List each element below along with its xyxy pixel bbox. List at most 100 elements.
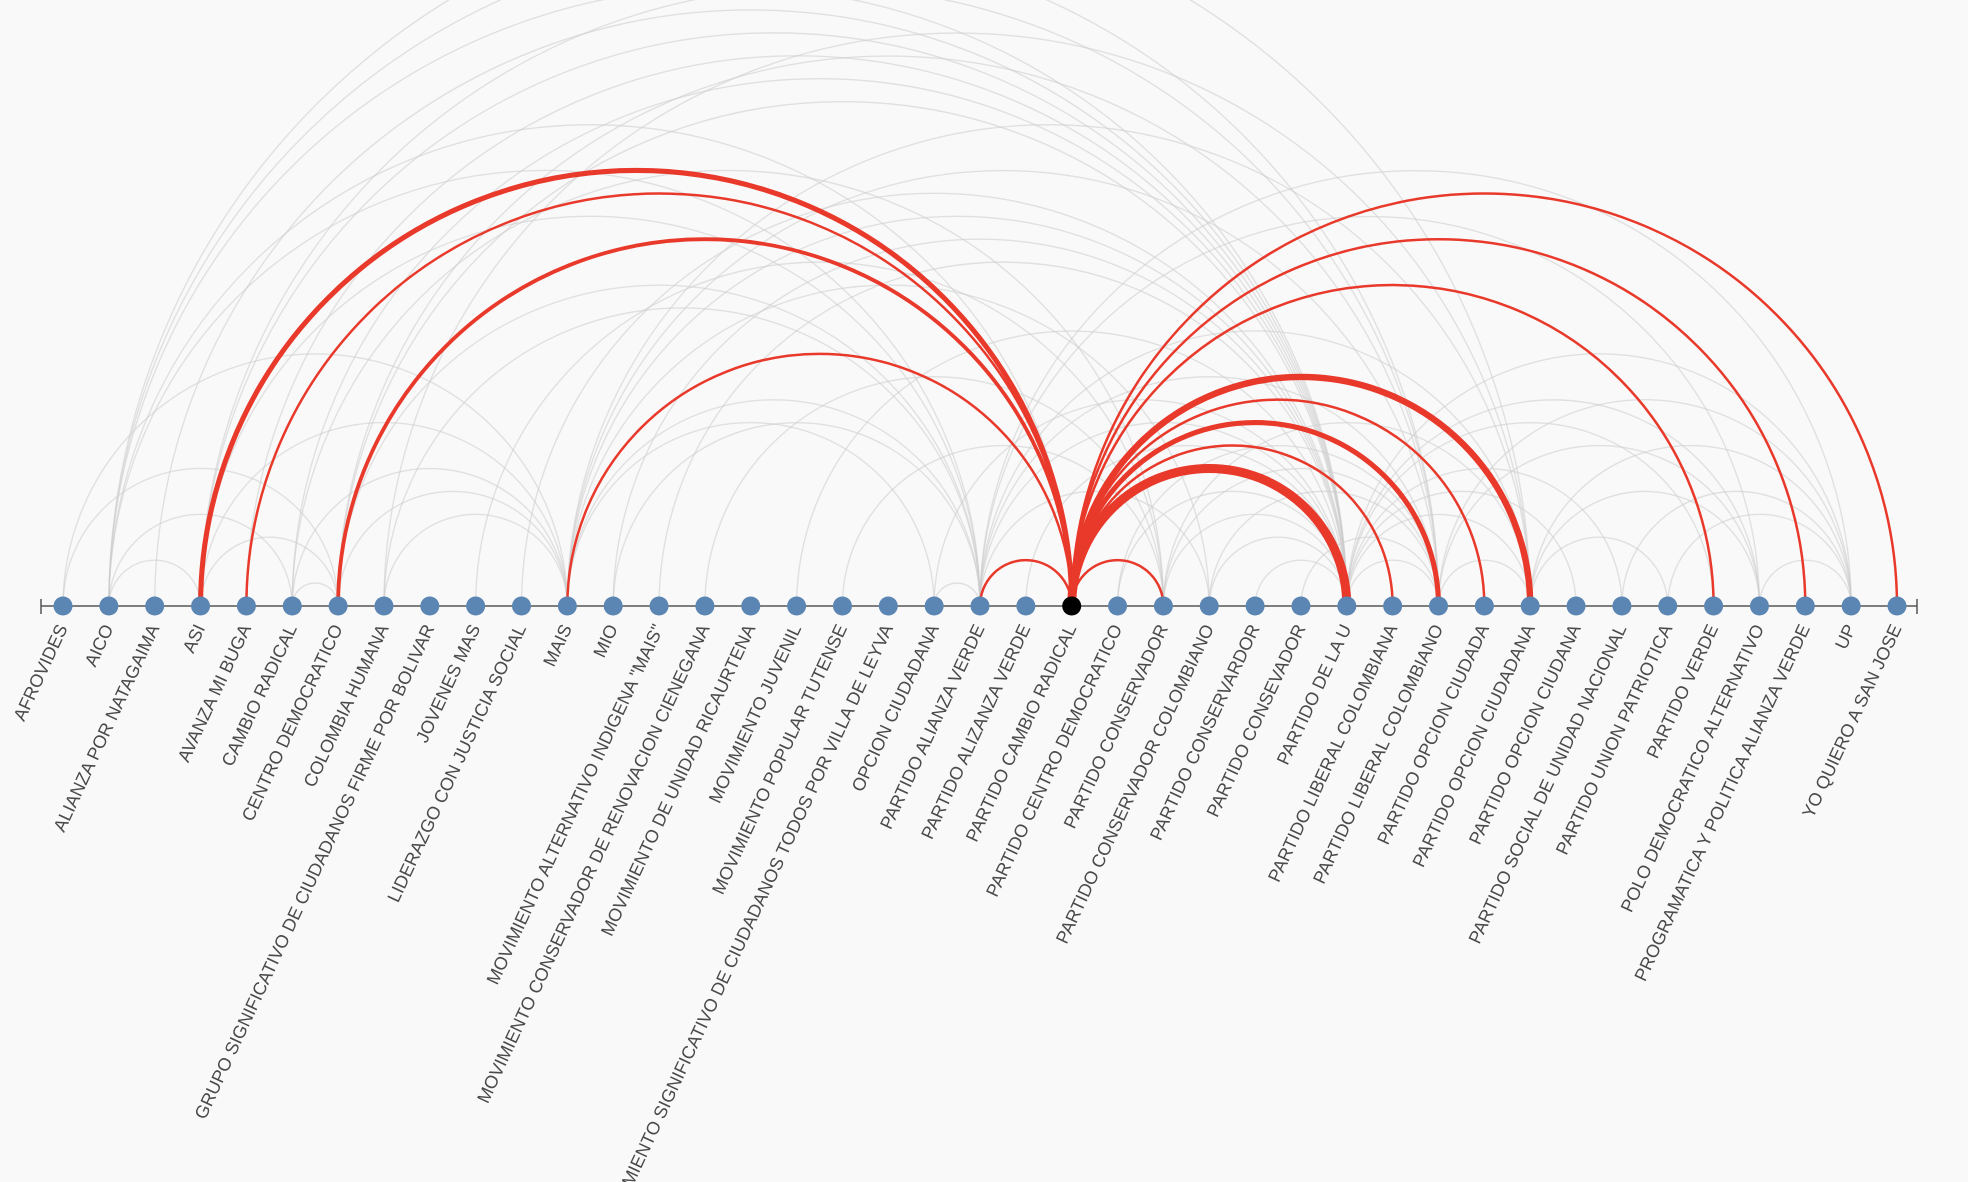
background-arc-mio-to-partido-de-la-u: [612, 238, 1348, 607]
node-partido-consevador[interactable]: [1291, 596, 1311, 616]
background-arc-asi-to-centro-democratico: [199, 536, 339, 607]
background-arc-mais-to-partido-conservador-colombiano: [566, 284, 1210, 607]
background-arc-opcion-ciudadana-to-partido-de-la-u: [933, 399, 1348, 607]
background-arc-partido-liberal-colombiano-to-up: [1437, 399, 1852, 607]
background-arc-alianza-por-natagaima-to-partido-de-la-u: [154, 9, 1348, 607]
node-asi[interactable]: [191, 596, 211, 616]
node-mio[interactable]: [603, 596, 623, 616]
node-programatica-y-politica-alianza-verde[interactable]: [1795, 596, 1815, 616]
background-arc-colombia-humana-to-mais: [383, 513, 569, 607]
node-movimiento-popular-tutense[interactable]: [832, 596, 852, 616]
background-arc-mais-to-partido-opcion-ciudadana: [566, 123, 1531, 607]
background-arc-colombia-humana-to-partido-alianza-verde: [383, 307, 981, 607]
node-avanza-mi-buga[interactable]: [236, 596, 256, 616]
node-up[interactable]: [1841, 596, 1861, 616]
background-arc-jovenes-mas-to-partido-conservador: [474, 261, 1165, 607]
background-arcs: [62, 0, 1852, 607]
node-partido-social-de-unidad-nacional[interactable]: [1612, 596, 1632, 616]
node-partido-alianza-verde[interactable]: [970, 596, 990, 616]
node-movimiento-alternativo-indigena-mais[interactable]: [649, 596, 669, 616]
link-arc-partido-cambio-radical-to-partido-opcion-ciudadana[interactable]: [1068, 373, 1534, 610]
background-arc-partido-social-de-unidad-nacional-to-up: [1621, 490, 1852, 607]
background-arc-colombia-humana-to-partido-opcion-ciudadana: [383, 32, 1531, 607]
node-partido-cambio-radical[interactable]: [1062, 596, 1082, 616]
link-arc-partido-cambio-radical-to-yo-quiero-a-san-jose[interactable]: [1070, 192, 1899, 608]
background-arc-movimiento-conservador-de-renovacion-cienegana-to-partido-conservador: [704, 376, 1165, 607]
node-partido-conservador[interactable]: [1153, 596, 1173, 616]
background-arc-centro-democratico-to-partido-liberal-colombiano: [337, 55, 1440, 607]
node-movimiento-significativo-de-ciudadanos-todos-por-villa-de-leyva[interactable]: [878, 596, 898, 616]
node-aico[interactable]: [99, 596, 119, 616]
background-arc-partido-conservador-to-partido-opcion-ciudadana: [1162, 421, 1531, 607]
background-arc-asi-to-partido-liberal-colombiano: [199, 0, 1440, 607]
background-arc-mais-to-partido-liberal-colombiano: [566, 169, 1440, 607]
node-partido-centro-democratico[interactable]: [1108, 596, 1128, 616]
link-arc-partido-cambio-radical-to-partido-de-la-u[interactable]: [1067, 464, 1352, 611]
link-arc-partido-cambio-radical-to-partido-liberal-colombiano[interactable]: [1069, 420, 1442, 609]
link-arc-centro-democratico-to-partido-cambio-radical[interactable]: [336, 237, 1074, 608]
background-arc-partido-union-patriotica-to-up: [1667, 513, 1852, 607]
node-partido-liberal-colombiana[interactable]: [1383, 596, 1403, 616]
node-partido-liberal-colombiano[interactable]: [1429, 596, 1448, 616]
link-arc-partido-cambio-radical-to-programatica-y-politica-alianza-verde[interactable]: [1070, 238, 1807, 608]
background-arc-mais-to-opcion-ciudadana: [566, 421, 935, 607]
node-partido-opcion-ciudada[interactable]: [1474, 596, 1494, 616]
node-movimiento-de-unidad-ricaurtena[interactable]: [741, 596, 761, 616]
node-partido-de-la-u[interactable]: [1337, 596, 1357, 616]
node-centro-democratico[interactable]: [328, 596, 348, 616]
background-arc-polo-democratico-alternativo-to-up: [1758, 559, 1852, 607]
node-partido-conservador-colombiano[interactable]: [1199, 596, 1219, 616]
link-arc-partido-cambio-radical-to-partido-verde[interactable]: [1070, 283, 1715, 608]
node-alianza-por-natagaima[interactable]: [145, 596, 165, 616]
link-arc-asi-to-partido-cambio-radical[interactable]: [198, 167, 1075, 609]
node-cambio-radical[interactable]: [282, 596, 302, 616]
background-arc-movimiento-juvenil-to-partido-de-la-u: [795, 330, 1348, 607]
background-arc-partido-conservador-to-partido-liberal-colombiano: [1162, 467, 1440, 607]
background-arc-partido-alianza-verde-to-partido-liberal-colombiano: [979, 376, 1440, 607]
background-arc-asi-to-partido-de-la-u: [199, 32, 1348, 607]
node-partido-opcion-ciudana[interactable]: [1566, 596, 1586, 616]
link-arc-avanza-mi-buga-to-partido-cambio-radical[interactable]: [245, 192, 1073, 608]
node-polo-democratico-alternativo[interactable]: [1749, 596, 1769, 616]
background-arc-partido-de-la-u-to-up: [1346, 353, 1852, 607]
background-arc-afrovides-to-centro-democratico: [62, 467, 339, 607]
node-afrovides[interactable]: [53, 596, 73, 616]
background-arc-partido-de-la-u-to-polo-democratico-alternativo: [1346, 399, 1761, 607]
background-arc-movimiento-popular-tutense-to-partido-conservador: [841, 444, 1165, 607]
node-yo-quiero-a-san-jose[interactable]: [1887, 596, 1907, 616]
background-arc-aico-to-partido-opcion-ciudadana: [108, 0, 1531, 607]
background-arc-partido-alianza-verde-to-partido-opcion-ciudadana: [979, 330, 1531, 607]
background-arc-cambio-radical-to-partido-de-la-u: [291, 78, 1348, 607]
node-partido-opcion-ciudadana[interactable]: [1520, 596, 1540, 616]
node-colombia-humana[interactable]: [374, 596, 394, 616]
node-opcion-ciudadana[interactable]: [924, 596, 944, 616]
background-arc-partido-alianza-verde-to-partido-conservador-colombiano: [979, 490, 1210, 607]
background-arc-asi-to-partido-alianza-verde: [199, 215, 981, 607]
background-arc-partido-opcion-ciudadana-to-polo-democratico-alternativo: [1529, 490, 1761, 607]
node-grupo-significativo-de-ciudadanos-firme-por-bolivar[interactable]: [420, 596, 440, 616]
background-arc-partido-de-la-u-to-partido-opcion-ciudadana: [1346, 513, 1531, 607]
highlighted-arcs: [198, 167, 1899, 611]
node-partido-conservardor[interactable]: [1245, 596, 1265, 616]
background-arc-partido-de-la-u-to-partido-liberal-colombiano: [1346, 559, 1440, 607]
background-arc-partido-opcion-ciudadana-to-partido-union-patriotica: [1529, 536, 1669, 607]
background-arc-liderazgo-con-justicia-social-to-partido-de-la-u: [520, 192, 1348, 607]
background-arc-centro-democratico-to-partido-de-la-u: [337, 101, 1348, 607]
background-arc-centro-democratico-to-partido-alianza-verde: [337, 284, 981, 607]
link-arc-partido-alianza-verde-to-partido-cambio-radical[interactable]: [978, 558, 1073, 608]
node-partido-union-patriotica[interactable]: [1658, 596, 1678, 616]
node-liderazgo-con-justicia-social[interactable]: [512, 596, 531, 616]
node-jovenes-mas[interactable]: [466, 596, 486, 616]
node-movimiento-juvenil[interactable]: [787, 596, 807, 616]
node-mais[interactable]: [557, 596, 577, 616]
background-arc-aico-to-partido-cambio-radical: [108, 123, 1073, 607]
node-partido-verde[interactable]: [1704, 596, 1724, 616]
background-arc-mais-to-partido-de-la-u: [566, 215, 1348, 607]
background-arc-partido-liberal-colombiano-to-polo-democratico-alternativo: [1437, 444, 1761, 607]
node-movimiento-conservador-de-renovacion-cienegana[interactable]: [695, 596, 715, 616]
background-arc-mais-to-partido-alianza-verde: [566, 399, 981, 607]
link-arc-mais-to-partido-cambio-radical[interactable]: [566, 352, 1073, 608]
node-partido-alizanza-verde[interactable]: [1016, 596, 1036, 616]
